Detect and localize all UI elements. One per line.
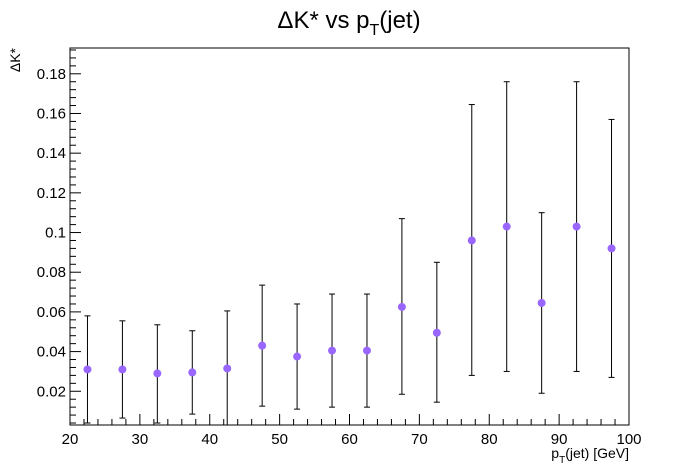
x-tick-label: 20 [62, 431, 79, 448]
x-tick-label: 70 [411, 431, 428, 448]
y-tick-label: 0.08 [37, 264, 66, 281]
y-tick-label: 0.14 [37, 145, 66, 162]
y-tick-label: 0.18 [37, 66, 66, 83]
title-main: ΔK* vs p [277, 7, 369, 34]
title-subscript: T [369, 22, 379, 39]
data-point [467, 236, 476, 245]
data-point [223, 364, 232, 373]
data-point [397, 302, 406, 311]
plot-frame [69, 47, 630, 426]
data-point [258, 341, 267, 350]
y-tick-label: 0.02 [37, 383, 66, 400]
data-point [607, 244, 616, 253]
data-point [328, 346, 337, 355]
data-point [502, 222, 511, 231]
x-tick-label: 80 [481, 431, 498, 448]
y-axis-label: ΔK* [7, 47, 23, 72]
data-point [118, 365, 127, 374]
data-point [188, 368, 197, 377]
x-tick-label: 90 [551, 431, 568, 448]
title-tail: (jet) [379, 7, 420, 34]
chart-title: ΔK* vs pT(jet) [277, 7, 420, 39]
axes: 20 30 40 50 60 70 80 90 100 0.02 0.04 0.06 0.08 0.1 0.… [37, 49, 642, 448]
x-tick-label: 60 [341, 431, 358, 448]
data-point [293, 352, 302, 361]
x-axis-label-post: (jet) [GeV] [565, 445, 629, 461]
y-tick-label: 0.06 [37, 304, 66, 321]
data-point [83, 365, 92, 374]
y-tick-label: 0.16 [37, 105, 66, 122]
data-point [432, 328, 441, 337]
x-axis-label-pre: p [551, 445, 559, 461]
x-axis-label-subscript: T [559, 455, 565, 466]
data-point [537, 298, 546, 307]
data-point [572, 222, 581, 231]
x-tick-label: 40 [201, 431, 218, 448]
x-axis-label: pT(jet) [GeV] [551, 445, 629, 466]
x-tick-label: 30 [132, 431, 149, 448]
y-tick-label: 0.04 [37, 344, 66, 361]
x-tick-label: 100 [616, 431, 641, 448]
data-marks [83, 81, 616, 426]
data-point [362, 346, 371, 355]
y-tick-label: 0.1 [45, 225, 66, 242]
x-tick-label: 50 [271, 431, 288, 448]
y-tick-label: 0.12 [37, 185, 66, 202]
data-point [153, 369, 162, 378]
